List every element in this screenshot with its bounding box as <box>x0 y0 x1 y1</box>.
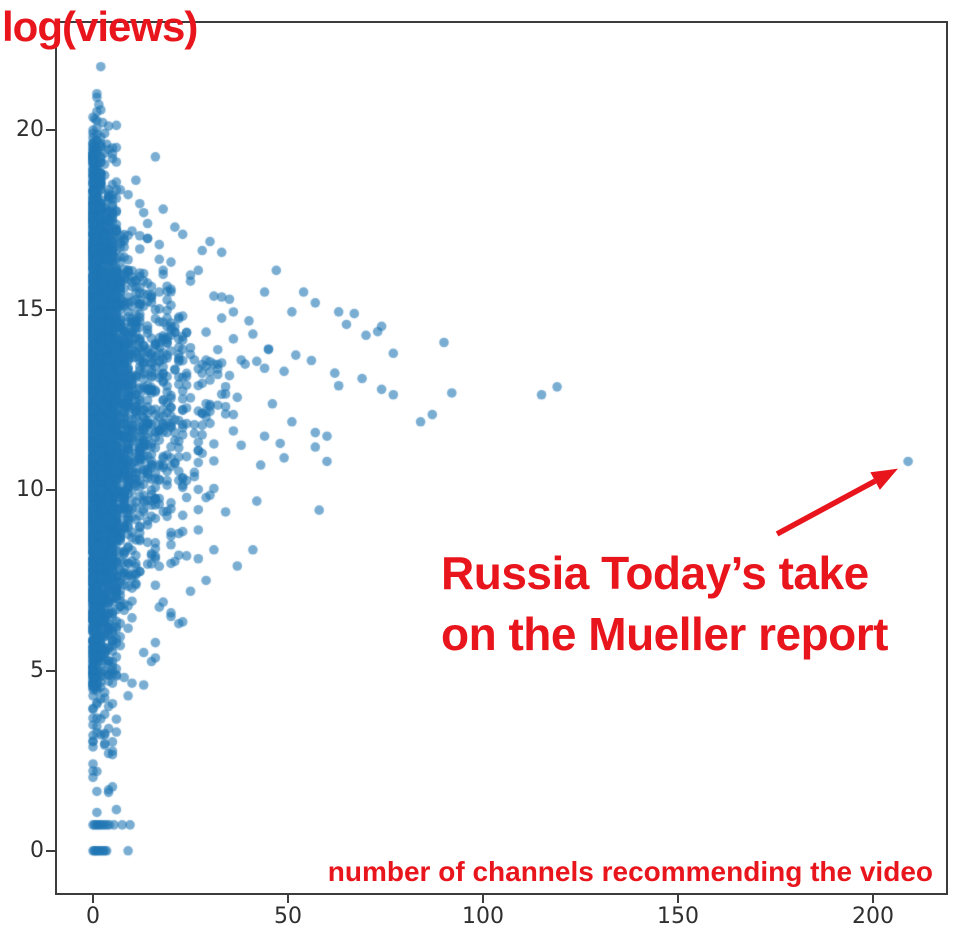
y-tick-label: 20 <box>16 116 44 142</box>
x-axis-label: number of channels recommending the vide… <box>327 856 933 887</box>
annotation-line-2: on the Mueller report <box>441 608 888 660</box>
x-tick-mark <box>286 895 289 903</box>
x-tick-label: 50 <box>273 904 302 929</box>
x-tick-mark <box>677 895 679 903</box>
y-tick-label: 15 <box>16 297 44 323</box>
y-tick-label: 10 <box>16 477 44 503</box>
x-tick-label: 150 <box>657 904 699 929</box>
x-tick-mark <box>872 895 874 903</box>
x-tick-label: 0 <box>85 904 100 929</box>
y-tick-label: 0 <box>30 837 44 863</box>
x-tick-mark <box>481 895 484 903</box>
y-tick-label: 5 <box>30 657 44 683</box>
y-tick-mark <box>46 128 55 131</box>
plot-area-border <box>55 21 948 895</box>
y-axis-label: log(views) <box>2 3 198 50</box>
annotation-text: Russia Today’s take on the Mueller repor… <box>441 543 888 665</box>
annotation-arrow-head <box>870 468 898 490</box>
y-tick-mark <box>46 849 55 852</box>
annotation-line-1: Russia Today’s take <box>441 547 869 599</box>
x-tick-mark <box>91 895 94 903</box>
x-tick-label: 200 <box>852 904 894 929</box>
x-tick-label: 100 <box>461 904 504 929</box>
y-tick-mark <box>46 489 55 492</box>
annotation-arrow-shaft <box>775 478 877 537</box>
y-tick-mark <box>46 309 55 312</box>
y-tick-mark <box>46 669 55 672</box>
